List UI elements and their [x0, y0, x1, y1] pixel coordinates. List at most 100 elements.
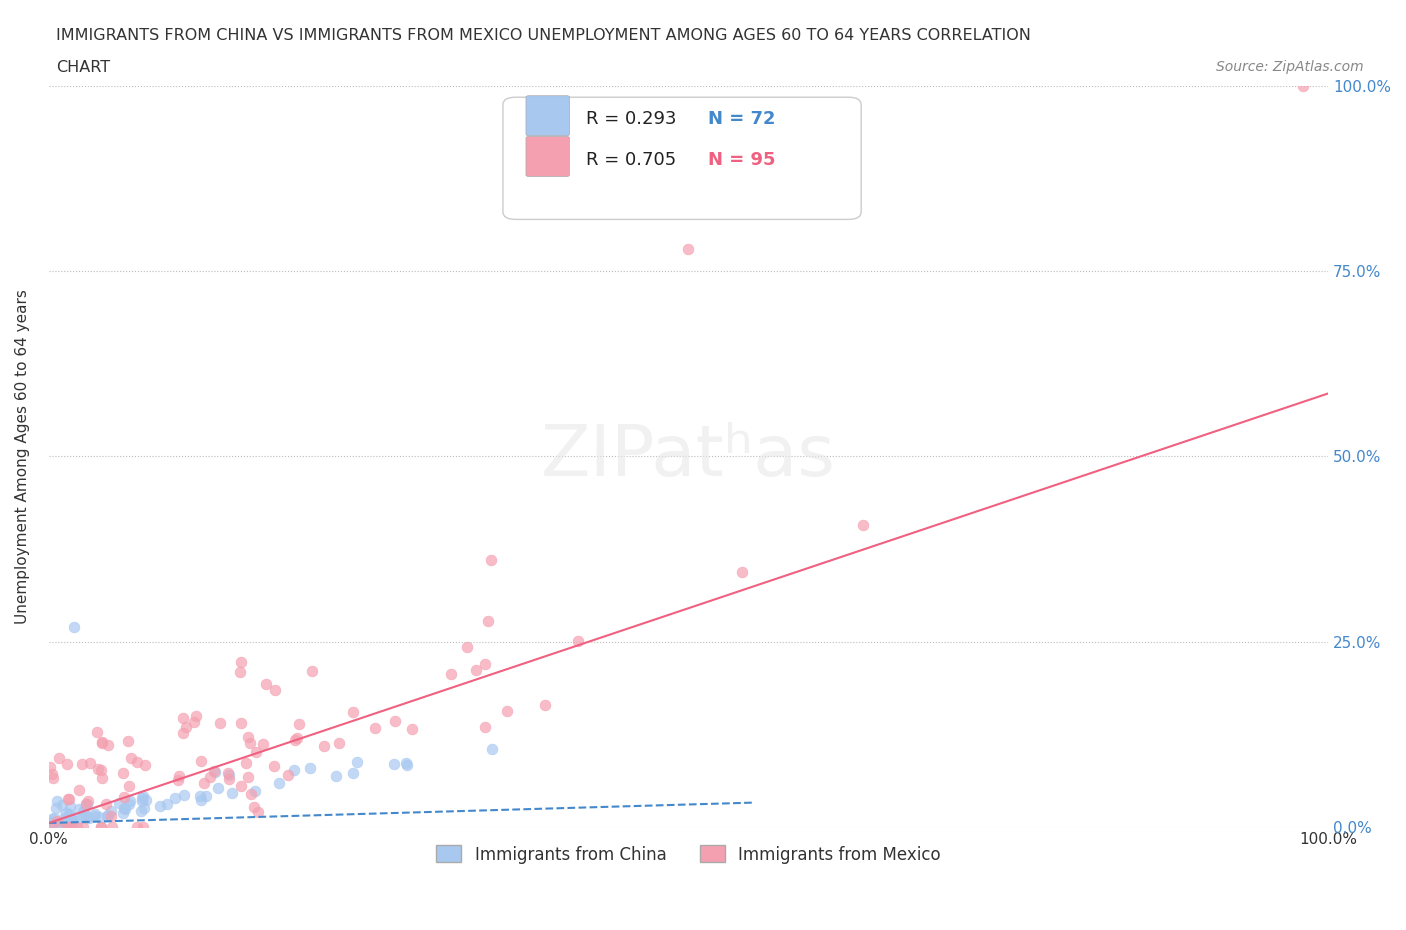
Point	[218, 767, 240, 782]
Point	[42, 815, 65, 830]
Point	[364, 721, 387, 736]
Point	[72, 757, 94, 772]
Point	[56, 791, 79, 806]
Point	[58, 808, 80, 823]
Point	[84, 806, 107, 821]
Point	[75, 797, 97, 812]
FancyBboxPatch shape	[526, 137, 569, 177]
Point	[243, 799, 266, 814]
FancyBboxPatch shape	[503, 98, 860, 219]
Point	[63, 619, 86, 634]
Point	[131, 793, 153, 808]
Point	[45, 801, 67, 816]
Point	[75, 796, 97, 811]
Point	[67, 783, 90, 798]
Point	[198, 769, 221, 784]
Point	[90, 771, 112, 786]
Legend: Immigrants from China, Immigrants from Mexico: Immigrants from China, Immigrants from M…	[430, 839, 948, 870]
Point	[163, 790, 186, 805]
Point	[567, 634, 589, 649]
Point	[481, 553, 503, 568]
Point	[221, 786, 243, 801]
Point	[77, 793, 100, 808]
Point	[83, 809, 105, 824]
Point	[87, 762, 110, 777]
Point	[456, 639, 478, 654]
Point	[204, 764, 226, 779]
Point	[188, 789, 211, 804]
Point	[195, 789, 218, 804]
Point	[395, 756, 418, 771]
Point	[284, 733, 307, 748]
Text: N = 72: N = 72	[707, 111, 775, 128]
Point	[231, 655, 253, 670]
Point	[114, 802, 136, 817]
Point	[384, 714, 406, 729]
Point	[269, 776, 291, 790]
Point	[496, 703, 519, 718]
Text: ZIPatʰas: ZIPatʰas	[541, 422, 837, 491]
Point	[77, 811, 100, 826]
Point	[56, 811, 79, 826]
Point	[112, 801, 135, 816]
Point	[79, 755, 101, 770]
Point	[100, 809, 122, 824]
Point	[131, 790, 153, 805]
FancyBboxPatch shape	[526, 96, 569, 136]
Point	[263, 759, 285, 774]
Point	[55, 816, 77, 830]
Point	[41, 766, 63, 781]
Point	[678, 242, 700, 257]
Point	[39, 816, 62, 830]
Point	[166, 773, 188, 788]
Point	[217, 765, 239, 780]
Text: IMMIGRANTS FROM CHINA VS IMMIGRANTS FROM MEXICO UNEMPLOYMENT AMONG AGES 60 TO 64: IMMIGRANTS FROM CHINA VS IMMIGRANTS FROM…	[56, 28, 1031, 43]
Point	[67, 802, 90, 817]
Point	[46, 817, 69, 832]
Point	[38, 760, 60, 775]
Point	[90, 763, 112, 777]
Point	[149, 799, 172, 814]
Point	[172, 711, 194, 725]
Point	[112, 790, 135, 804]
Point	[202, 764, 225, 778]
Point	[283, 763, 305, 777]
Point	[172, 725, 194, 740]
Point	[66, 819, 89, 834]
Point	[134, 800, 156, 815]
Point	[55, 819, 77, 834]
Point	[243, 783, 266, 798]
Point	[263, 683, 285, 698]
Point	[312, 738, 335, 753]
Point	[58, 806, 80, 821]
Point	[246, 804, 269, 819]
Point	[75, 811, 97, 826]
Point	[207, 780, 229, 795]
Point	[176, 719, 198, 734]
Point	[477, 613, 499, 628]
Point	[125, 754, 148, 769]
Point	[60, 816, 83, 830]
Point	[240, 787, 263, 802]
Point	[91, 736, 114, 751]
Point	[474, 720, 496, 735]
Point	[53, 813, 76, 828]
Point	[51, 797, 73, 812]
Point	[132, 789, 155, 804]
Point	[117, 734, 139, 749]
Point	[193, 776, 215, 790]
Point	[236, 770, 259, 785]
Point	[87, 810, 110, 825]
Point	[42, 770, 65, 785]
Point	[86, 724, 108, 739]
Point	[131, 819, 153, 834]
Point	[44, 815, 66, 830]
Point	[73, 803, 96, 817]
Point	[481, 742, 503, 757]
Point	[60, 810, 83, 825]
Text: R = 0.705: R = 0.705	[586, 152, 676, 169]
Point	[285, 731, 308, 746]
Point	[287, 717, 309, 732]
Point	[218, 772, 240, 787]
Point	[45, 793, 67, 808]
